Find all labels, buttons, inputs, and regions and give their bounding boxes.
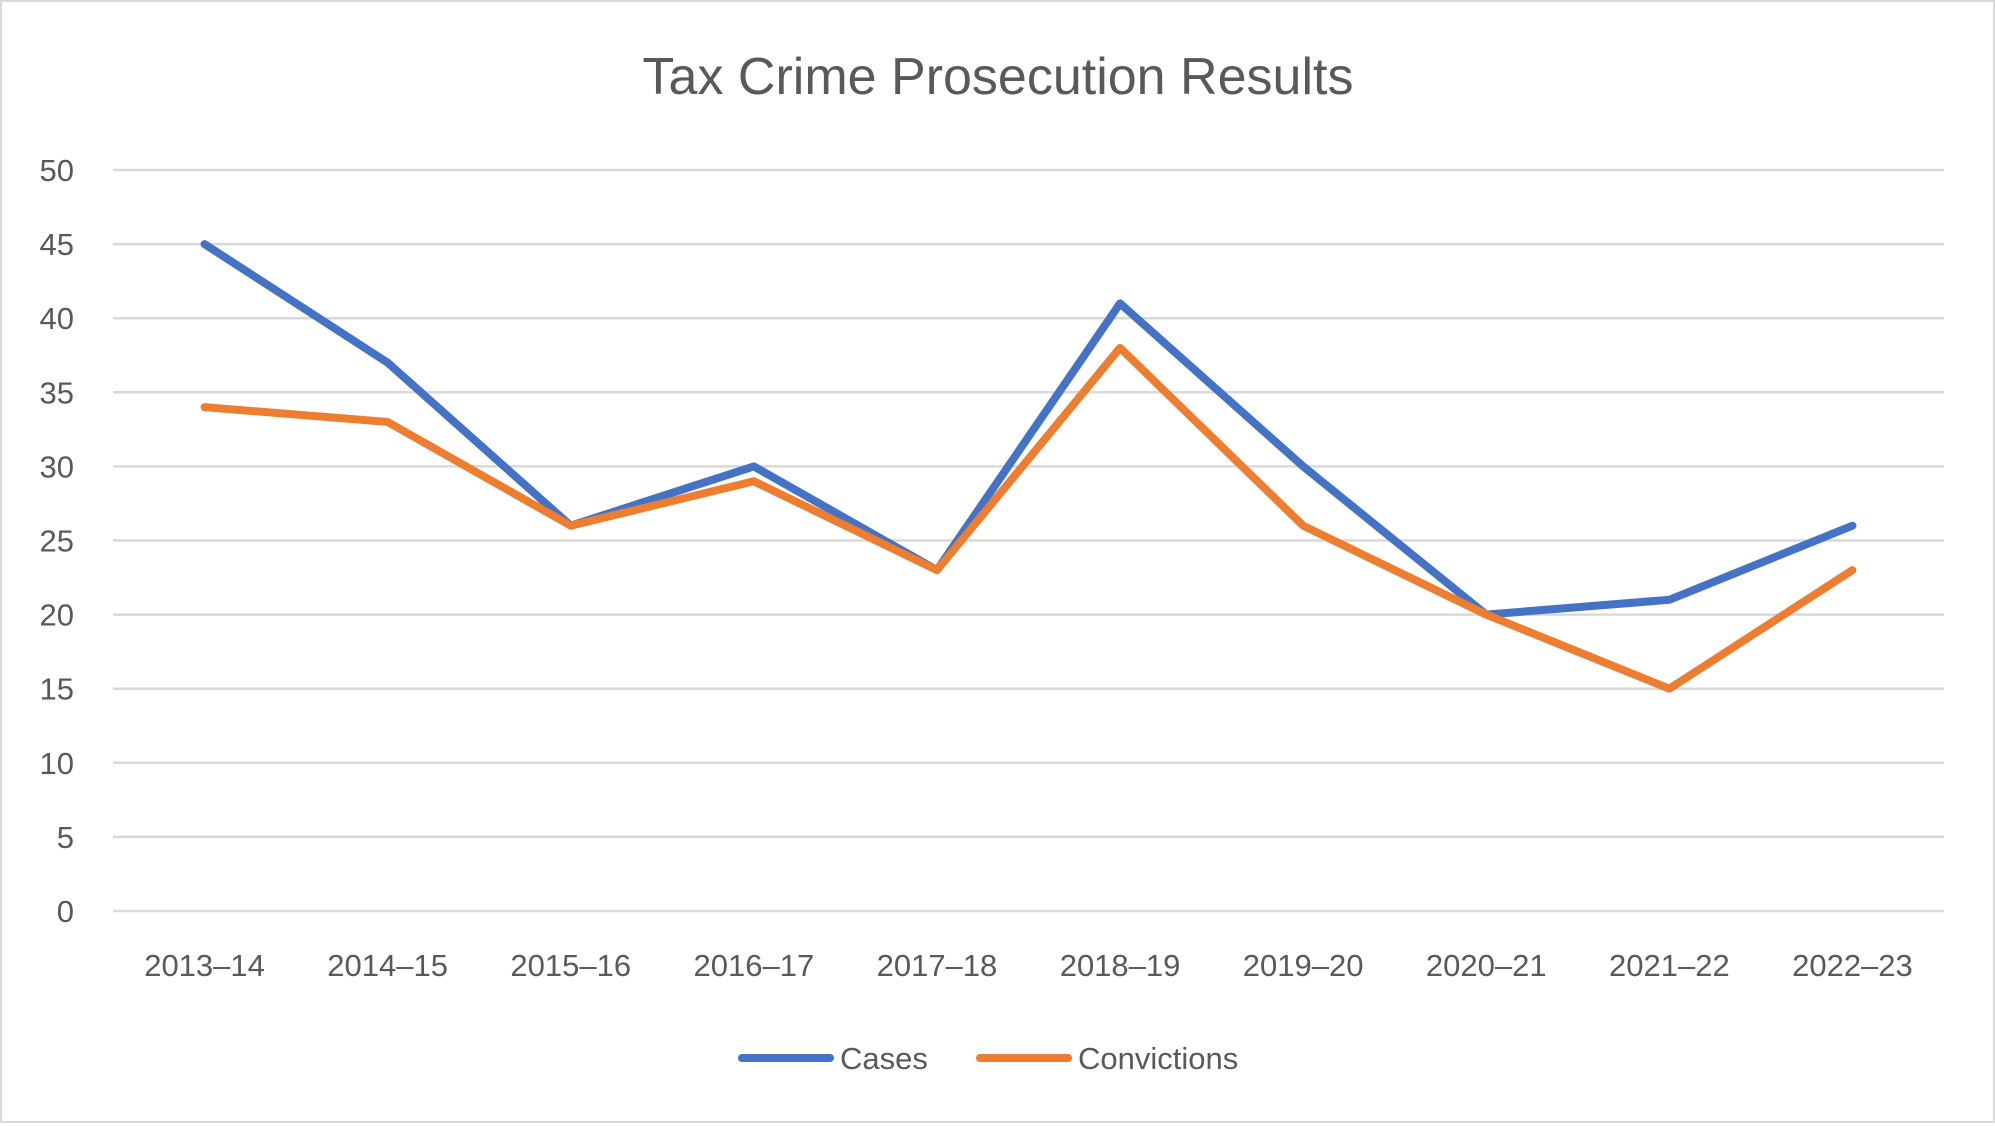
y-axis-tick-labels: 0 5 10 15 20 25 30 35 40 45 50	[40, 153, 74, 929]
x-tick-label: 2018–19	[1060, 948, 1181, 983]
x-tick-label: 2022–23	[1792, 948, 1913, 983]
y-tick-label: 20	[40, 598, 74, 633]
x-tick-label: 2019–20	[1243, 948, 1364, 983]
y-tick-label: 25	[40, 524, 74, 559]
y-tick-label: 5	[57, 820, 74, 855]
y-tick-label: 45	[40, 227, 74, 262]
y-tick-label: 10	[40, 746, 74, 781]
y-tick-label: 35	[40, 375, 74, 410]
legend-item-cases[interactable]: Cases	[742, 1041, 928, 1076]
x-tick-label: 2016–17	[694, 948, 815, 983]
legend-label: Cases	[840, 1041, 928, 1076]
legend: Cases Convictions	[742, 1041, 1238, 1076]
gridlines	[113, 170, 1944, 911]
y-tick-label: 50	[40, 153, 74, 188]
x-tick-label: 2013–14	[144, 948, 265, 983]
y-tick-label: 30	[40, 449, 74, 484]
y-tick-label: 15	[40, 672, 74, 707]
y-tick-label: 0	[57, 894, 74, 929]
legend-item-convictions[interactable]: Convictions	[980, 1041, 1238, 1076]
x-tick-label: 2020–21	[1426, 948, 1547, 983]
x-tick-label: 2017–18	[877, 948, 998, 983]
x-tick-label: 2015–16	[510, 948, 631, 983]
series-line-convictions	[205, 348, 1853, 689]
series-line-cases	[205, 244, 1853, 614]
chart-title: Tax Crime Prosecution Results	[643, 48, 1354, 106]
y-tick-label: 40	[40, 301, 74, 336]
x-tick-label: 2014–15	[327, 948, 448, 983]
x-tick-label: 2021–22	[1609, 948, 1730, 983]
x-axis-tick-labels: 2013–14 2014–15 2015–16 2016–17 2017–18 2018–…	[144, 948, 1913, 983]
legend-label: Convictions	[1078, 1041, 1238, 1076]
